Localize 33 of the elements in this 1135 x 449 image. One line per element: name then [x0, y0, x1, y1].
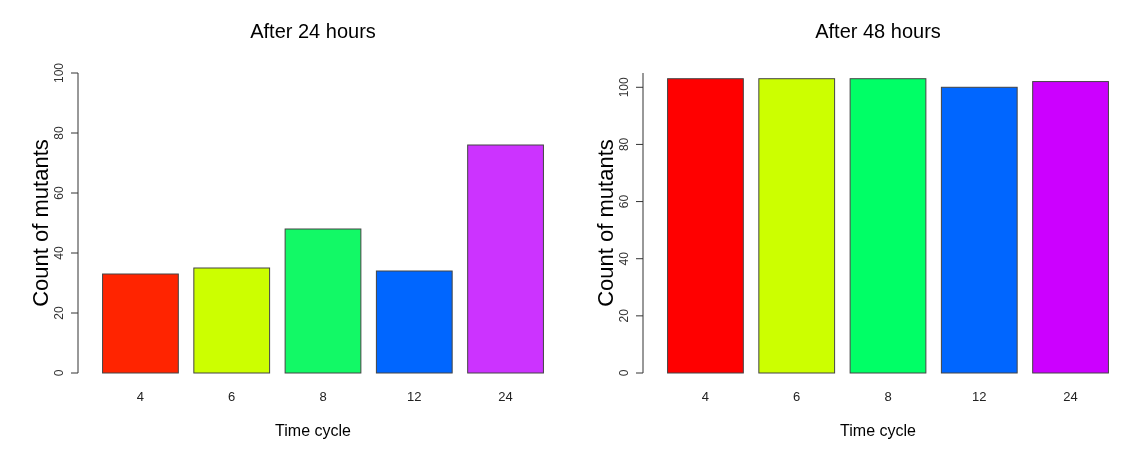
y-tick-label: 80 [617, 137, 631, 152]
x-tick-label: 24 [1063, 389, 1078, 404]
bar [284, 228, 362, 374]
x-tick-label: 6 [228, 389, 236, 404]
x-tick-label: 4 [136, 389, 145, 404]
bar [375, 270, 453, 374]
y-axis-title: Count of mutants [28, 139, 53, 307]
y-tick-label: 0 [617, 369, 631, 377]
bar [193, 267, 271, 374]
x-tick-label: 4 [701, 389, 710, 404]
x-tick-label: 6 [793, 389, 801, 404]
chart-title: After 48 hours [815, 20, 941, 42]
x-tick-label: 8 [319, 389, 327, 404]
y-tick-label: 80 [52, 126, 66, 140]
y-tick-label: 40 [617, 251, 631, 266]
chart-title: After 24 hours [250, 20, 376, 42]
y-tick-label: 0 [52, 369, 66, 377]
bar [467, 144, 544, 374]
x-tick-label: 8 [884, 389, 892, 404]
y-axis-title: Count of mutants [593, 139, 618, 307]
x-axis-title: Time cycle [840, 422, 917, 439]
y-tick-label: 20 [617, 308, 631, 323]
y-tick-label: 20 [52, 306, 66, 320]
y-tick-label: 40 [52, 246, 66, 260]
y-tick-label: 100 [617, 76, 631, 98]
x-tick-label: 24 [498, 389, 513, 404]
y-tick-label: 100 [52, 62, 66, 84]
x-tick-label: 12 [407, 389, 422, 404]
bar [102, 273, 179, 374]
x-axis-title: Time cycle [275, 422, 352, 439]
y-tick-label: 60 [617, 194, 631, 209]
x-tick-label: 12 [972, 389, 987, 404]
y-tick-label: 60 [52, 186, 66, 200]
